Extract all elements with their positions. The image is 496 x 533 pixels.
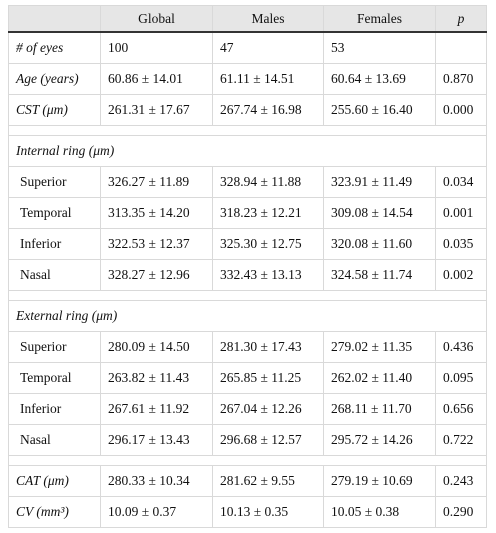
cell: 267.74 ± 16.98 bbox=[212, 94, 324, 126]
data-row: Inferior 322.53 ± 12.37 325.30 ± 12.75 320.… bbox=[8, 228, 487, 260]
cell: 265.85 ± 11.25 bbox=[212, 362, 324, 394]
cell: 0.656 bbox=[435, 393, 487, 425]
spacer-cell bbox=[8, 455, 487, 466]
cell: 281.30 ± 17.43 bbox=[212, 331, 324, 363]
cell: 309.08 ± 14.54 bbox=[323, 197, 436, 229]
cell: 0.035 bbox=[435, 228, 487, 260]
data-row: Nasal 328.27 ± 12.96 332.43 ± 13.13 324.58 … bbox=[8, 259, 487, 291]
row-label: Temporal bbox=[8, 362, 101, 394]
cell: 281.62 ± 9.55 bbox=[212, 465, 324, 497]
cell: 53 bbox=[323, 31, 436, 64]
cell: 267.61 ± 11.92 bbox=[100, 393, 213, 425]
cell: 318.23 ± 12.21 bbox=[212, 197, 324, 229]
cell: 296.68 ± 12.57 bbox=[212, 424, 324, 456]
data-row: CAT (μm) 280.33 ± 10.34 281.62 ± 9.55 279.1… bbox=[8, 465, 487, 497]
spacer-cell bbox=[8, 290, 487, 301]
section-title: External ring (μm) bbox=[8, 300, 487, 332]
cell: 100 bbox=[100, 31, 213, 64]
data-row: CST (μm) 261.31 ± 17.67 267.74 ± 16.98 255.… bbox=[8, 94, 487, 126]
cell: 255.60 ± 16.40 bbox=[323, 94, 436, 126]
data-row: Superior 326.27 ± 11.89 328.94 ± 11.88 323.… bbox=[8, 166, 487, 198]
cell: 328.94 ± 11.88 bbox=[212, 166, 324, 198]
cell: 280.33 ± 10.34 bbox=[100, 465, 213, 497]
cell: 268.11 ± 11.70 bbox=[323, 393, 436, 425]
cell: 0.000 bbox=[435, 94, 487, 126]
data-row: CV (mm³) 10.09 ± 0.37 10.13 ± 0.35 10.05 ± … bbox=[8, 496, 487, 528]
cell: 262.02 ± 11.40 bbox=[323, 362, 436, 394]
section-title: Internal ring (μm) bbox=[8, 135, 487, 167]
row-label: Nasal bbox=[8, 259, 101, 291]
data-row: Superior 280.09 ± 14.50 281.30 ± 17.43 279.… bbox=[8, 331, 487, 363]
header-cell: Males bbox=[212, 5, 324, 33]
cell: 324.58 ± 11.74 bbox=[323, 259, 436, 291]
row-label: Nasal bbox=[8, 424, 101, 456]
cell: 10.13 ± 0.35 bbox=[212, 496, 324, 528]
cell: 0.034 bbox=[435, 166, 487, 198]
cell: 0.002 bbox=[435, 259, 487, 291]
cell: 60.86 ± 14.01 bbox=[100, 63, 213, 95]
header-cell: Global bbox=[100, 5, 213, 33]
row-label: Inferior bbox=[8, 393, 101, 425]
data-row: Temporal 263.82 ± 11.43 265.85 ± 11.25 262.… bbox=[8, 362, 487, 394]
cell: 267.04 ± 12.26 bbox=[212, 393, 324, 425]
cell: 322.53 ± 12.37 bbox=[100, 228, 213, 260]
row-label: Superior bbox=[8, 166, 101, 198]
row-label: CV (mm³) bbox=[8, 496, 101, 528]
cell: 0.436 bbox=[435, 331, 487, 363]
spacer-row bbox=[8, 290, 487, 301]
cell: 0.290 bbox=[435, 496, 487, 528]
data-row: Age (years) 60.86 ± 14.01 61.11 ± 14.51 60.… bbox=[8, 63, 487, 95]
data-row: Temporal 313.35 ± 14.20 318.23 ± 12.21 309.… bbox=[8, 197, 487, 229]
row-label: CST (μm) bbox=[8, 94, 101, 126]
row-label: CAT (μm) bbox=[8, 465, 101, 497]
spacer-cell bbox=[8, 125, 487, 136]
header-cell: p bbox=[435, 5, 487, 33]
spacer-row bbox=[8, 455, 487, 466]
cell: 279.02 ± 11.35 bbox=[323, 331, 436, 363]
cell: 280.09 ± 14.50 bbox=[100, 331, 213, 363]
row-label: Age (years) bbox=[8, 63, 101, 95]
cell: 313.35 ± 14.20 bbox=[100, 197, 213, 229]
cell: 261.31 ± 17.67 bbox=[100, 94, 213, 126]
cell: 325.30 ± 12.75 bbox=[212, 228, 324, 260]
cell: 61.11 ± 14.51 bbox=[212, 63, 324, 95]
data-row: # of eyes 100 47 53 bbox=[8, 31, 487, 64]
cell: 0.870 bbox=[435, 63, 487, 95]
cell: 323.91 ± 11.49 bbox=[323, 166, 436, 198]
empty-cell bbox=[435, 31, 487, 64]
data-row: Nasal 296.17 ± 13.43 296.68 ± 12.57 295.72 … bbox=[8, 424, 487, 456]
cell: 10.09 ± 0.37 bbox=[100, 496, 213, 528]
data-table: Global Males Females p # of eyes 100 47 53 Age … bbox=[8, 5, 487, 528]
data-row: Inferior 267.61 ± 11.92 267.04 ± 12.26 268.… bbox=[8, 393, 487, 425]
header-cell bbox=[8, 5, 101, 33]
cell: 10.05 ± 0.38 bbox=[323, 496, 436, 528]
cell: 0.095 bbox=[435, 362, 487, 394]
section-row: External ring (μm) bbox=[8, 300, 487, 332]
cell: 0.243 bbox=[435, 465, 487, 497]
cell: 0.722 bbox=[435, 424, 487, 456]
row-label: # of eyes bbox=[8, 31, 101, 64]
cell: 47 bbox=[212, 31, 324, 64]
cell: 263.82 ± 11.43 bbox=[100, 362, 213, 394]
cell: 0.001 bbox=[435, 197, 487, 229]
cell: 328.27 ± 12.96 bbox=[100, 259, 213, 291]
cell: 326.27 ± 11.89 bbox=[100, 166, 213, 198]
header-row: Global Males Females p bbox=[8, 5, 487, 33]
cell: 320.08 ± 11.60 bbox=[323, 228, 436, 260]
cell: 332.43 ± 13.13 bbox=[212, 259, 324, 291]
row-label: Inferior bbox=[8, 228, 101, 260]
header-cell: Females bbox=[323, 5, 436, 33]
spacer-row bbox=[8, 125, 487, 136]
cell: 279.19 ± 10.69 bbox=[323, 465, 436, 497]
section-row: Internal ring (μm) bbox=[8, 135, 487, 167]
cell: 296.17 ± 13.43 bbox=[100, 424, 213, 456]
row-label: Superior bbox=[8, 331, 101, 363]
row-label: Temporal bbox=[8, 197, 101, 229]
cell: 295.72 ± 14.26 bbox=[323, 424, 436, 456]
cell: 60.64 ± 13.69 bbox=[323, 63, 436, 95]
